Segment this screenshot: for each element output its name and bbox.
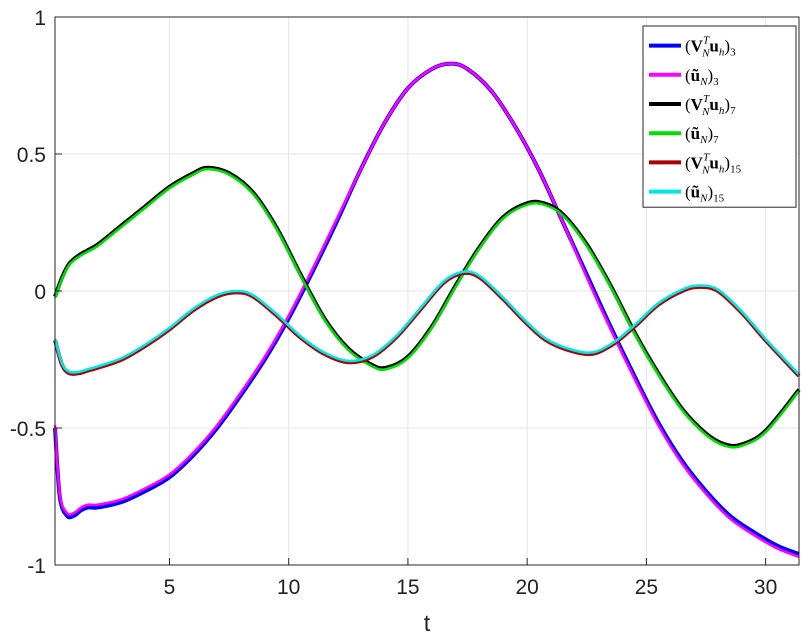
series-lines [53,61,801,558]
x-tick-label: 25 [635,576,658,599]
x-tick-label: 15 [396,576,419,599]
legend-box [642,25,797,208]
y-tick-label: 0.5 [17,144,46,167]
y-tick-label: 1 [34,7,46,30]
axis-ticks: 5 10 15 20 25 30 -1 -0.5 0 0.5 1 [10,7,777,599]
x-tick-label: 10 [277,576,300,599]
series-line-4 [53,167,801,449]
series-line-2 [53,62,800,558]
y-tick-label: -0.5 [10,418,46,441]
legend: (VT Nuh)3 (ũN)3 (VT Nuh)7 (ũN)7 (VT Nuh)15 (ũN)1… [642,25,797,208]
legend-entry-1: (VT Nuh)3 [685,35,736,60]
legend-entry-6: (ũN)15 [685,183,725,205]
y-tick-label: -1 [27,555,46,578]
x-tick-label: 20 [515,576,538,599]
y-tick-label: 0 [34,281,46,304]
x-axis-label: t [424,610,431,636]
legend-entry-3: (VT Nuh)7 [685,93,736,118]
x-tick-label: 30 [754,576,777,599]
x-tick-label: 5 [164,576,176,599]
legend-entry-5: (VT Nuh)15 [685,151,742,176]
legend-entry-4: (ũN)7 [685,124,719,146]
legend-entry-2: (ũN)3 [685,66,719,88]
series-line-6 [53,270,800,376]
